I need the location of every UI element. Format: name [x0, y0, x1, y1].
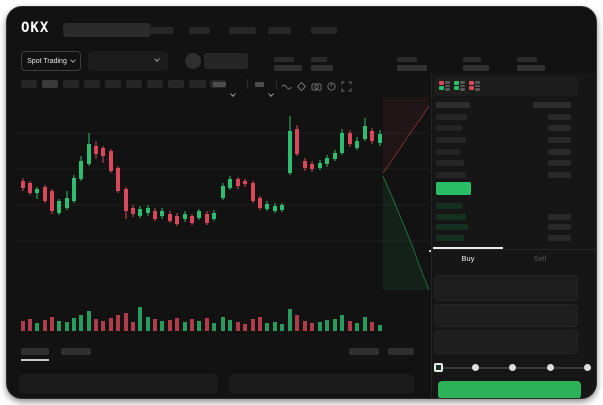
nav-item-3[interactable] — [229, 27, 256, 34]
nav-item-2[interactable] — [189, 27, 210, 34]
pair-name-placeholder — [204, 53, 248, 69]
chevron-down-icon — [70, 57, 76, 63]
settings-icon[interactable] — [326, 79, 337, 91]
trading-app-window: OKX Spot Trading — [6, 6, 597, 399]
orderbook-ask-row[interactable] — [436, 123, 571, 135]
okx-logo: OKX — [21, 20, 50, 36]
orderbook-ask-row[interactable] — [436, 169, 571, 181]
line-chart-icon[interactable] — [281, 79, 292, 90]
orderbook-last-price-bar[interactable] — [436, 182, 471, 195]
chevron-down-icon — [154, 56, 160, 62]
pair-coin-icon — [185, 53, 201, 69]
bottom-action-1[interactable] — [349, 348, 379, 355]
drawing-tool-icon[interactable] — [296, 79, 307, 92]
timeframe-button[interactable] — [105, 80, 121, 88]
timeframe-button[interactable] — [84, 80, 100, 88]
candlestick-chart — [15, 97, 430, 331]
orderbook-bid-row[interactable] — [436, 222, 571, 233]
nav-item-5[interactable] — [311, 27, 337, 34]
buy-submit-button[interactable] — [438, 381, 581, 398]
timeframe-button[interactable] — [63, 80, 79, 88]
toolbar-divider — [247, 79, 248, 89]
active-tab-indicator — [433, 247, 503, 249]
price-input[interactable] — [434, 275, 578, 301]
toolbar-divider — [276, 79, 277, 89]
orderbook-bid-row[interactable] — [436, 212, 571, 223]
slider-stop[interactable] — [509, 364, 516, 371]
ticker-stat — [397, 55, 431, 73]
orderbook-bids — [436, 201, 571, 243]
toolbar-divider — [205, 79, 206, 89]
timeframe-button[interactable] — [42, 80, 58, 88]
chevron-down-icon[interactable] — [230, 83, 236, 101]
orders-panel-placeholder — [19, 374, 218, 394]
bottom-tab-2[interactable] — [61, 348, 91, 355]
timeframe-button[interactable] — [168, 80, 184, 88]
ticker-stat — [517, 55, 551, 73]
orderbook-bid-row[interactable] — [436, 233, 571, 244]
nav-item-4[interactable] — [268, 27, 291, 34]
timeframe-button[interactable] — [147, 80, 163, 88]
interval-label-placeholder[interactable] — [255, 82, 264, 87]
history-panel-placeholder — [229, 374, 414, 394]
total-input[interactable] — [434, 330, 578, 354]
market-type-label: Spot Trading — [27, 57, 67, 65]
slider-stop[interactable] — [547, 364, 554, 371]
nav-item-1[interactable] — [149, 27, 174, 34]
pair-selector[interactable] — [88, 51, 168, 71]
fullscreen-icon[interactable] — [341, 79, 352, 92]
amount-input[interactable] — [434, 304, 578, 327]
ticker-stat — [463, 55, 497, 73]
orderbook-view-bids-icon[interactable] — [454, 81, 466, 92]
orderbook-ask-row[interactable] — [436, 134, 571, 146]
orderbook-asks — [436, 111, 571, 181]
slider-handle[interactable] — [434, 363, 443, 372]
market-type-selector[interactable]: Spot Trading — [21, 51, 81, 71]
bottom-tab-active-indicator — [21, 359, 49, 361]
search-input[interactable] — [63, 23, 151, 37]
slider-stop[interactable] — [472, 364, 479, 371]
chevron-down-icon[interactable] — [268, 83, 274, 101]
orderbook-ask-row[interactable] — [436, 157, 571, 169]
tab-buy[interactable]: Buy — [461, 254, 475, 263]
ticker-stat — [274, 55, 308, 73]
orderbook-ask-row[interactable] — [436, 146, 571, 158]
orderbook-view-both-icon[interactable] — [439, 81, 451, 92]
bottom-action-2[interactable] — [388, 348, 414, 355]
orderbook-ask-row[interactable] — [436, 111, 571, 123]
tab-sell[interactable]: Sell — [533, 254, 547, 263]
trade-tabs-border — [431, 249, 596, 250]
camera-icon[interactable] — [311, 79, 322, 91]
slider-stop[interactable] — [584, 364, 591, 371]
orderbook-header — [436, 100, 571, 110]
bottom-tab-1[interactable] — [21, 348, 49, 355]
timeframe-button[interactable] — [189, 80, 205, 88]
timeframe-button[interactable] — [21, 80, 37, 88]
indicator-label-placeholder[interactable] — [213, 82, 226, 87]
orderbook-view-asks-icon[interactable] — [469, 81, 481, 92]
orderbook-bid-row[interactable] — [436, 201, 571, 212]
ticker-stat — [311, 55, 345, 73]
timeframe-button[interactable] — [126, 80, 142, 88]
